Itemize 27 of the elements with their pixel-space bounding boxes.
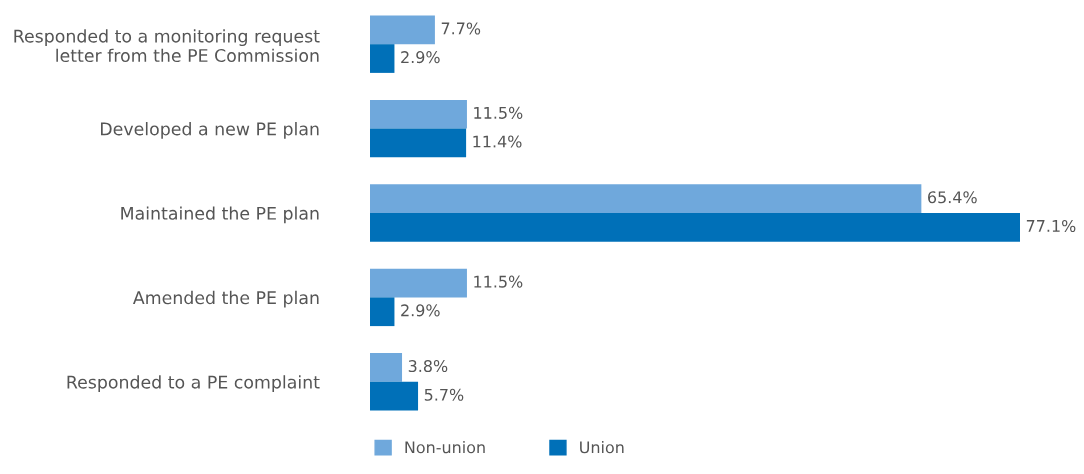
data-label: 7.7% (441, 22, 481, 35)
y-tick-label: Amended the PE plan (132, 290, 319, 308)
bar (370, 353, 403, 382)
y-tick-label: Maintained the PE plan (121, 206, 319, 224)
bar (370, 297, 395, 327)
bar (370, 213, 1020, 242)
data-label: 2.9% (401, 51, 440, 64)
legend-label: Union (580, 440, 624, 454)
data-label: 11.4% (473, 135, 522, 148)
data-label: 3.8% (408, 360, 448, 373)
y-tick-label: Developed a new PE plan (101, 122, 319, 139)
y-tick-label: Responded to a PE complaint (67, 375, 320, 393)
bar (370, 44, 395, 73)
data-label: 11.5% (474, 106, 523, 119)
bar (370, 268, 467, 298)
bar (370, 128, 467, 158)
y-tick-label: Responded to a monitoring request letter from the PE Commission (14, 29, 320, 63)
data-label: 65.4% (928, 191, 977, 204)
data-label: 11.5% (474, 275, 523, 288)
data-label: 77.1% (1026, 219, 1076, 232)
bar (370, 15, 435, 45)
bar (370, 381, 419, 411)
legend-label: Non-union (405, 440, 485, 454)
bar (370, 99, 467, 129)
bar (370, 184, 922, 213)
data-label: 2.9% (401, 304, 440, 317)
data-label: 5.7% (424, 388, 464, 401)
